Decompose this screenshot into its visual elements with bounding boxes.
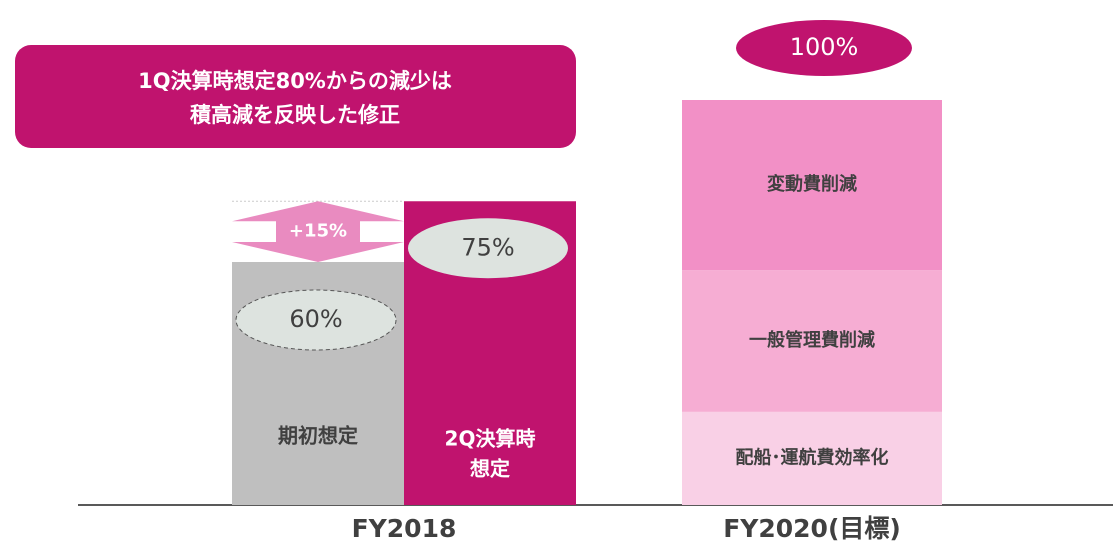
- segment-label: 配船･運航費効率化: [736, 446, 889, 468]
- total-label: 100%: [790, 33, 859, 61]
- stack-segment: [682, 100, 942, 271]
- callout-line: 積高減を反映した修正: [190, 103, 400, 127]
- stack-segment: [682, 270, 942, 412]
- segment-label: 変動費削減: [767, 173, 857, 195]
- x-tick-label: FY2020(目標): [723, 514, 901, 543]
- callout-box: [15, 45, 576, 148]
- value-bubble: [408, 218, 568, 279]
- bar-label: 想定: [470, 457, 510, 481]
- x-tick-label: FY2018: [352, 514, 457, 543]
- value-label: 75%: [461, 233, 514, 261]
- difference-label: +15%: [289, 221, 347, 242]
- difference-arrow: [232, 201, 404, 262]
- bar-label: 期初想定: [278, 424, 358, 448]
- segment-label: 一般管理費削減: [749, 329, 875, 351]
- value-bubble: [235, 289, 397, 351]
- bar-label: 2Q決算時: [445, 427, 536, 451]
- total-bubble: [736, 20, 912, 76]
- callout-line: 1Q決算時想定80%からの減少は: [138, 69, 452, 93]
- value-label: 60%: [289, 305, 342, 333]
- stack-segment: [682, 411, 942, 505]
